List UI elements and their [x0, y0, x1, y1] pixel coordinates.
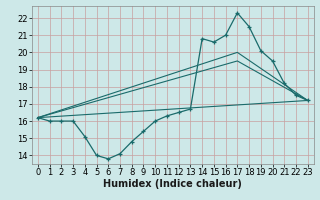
X-axis label: Humidex (Indice chaleur): Humidex (Indice chaleur) [103, 179, 242, 189]
